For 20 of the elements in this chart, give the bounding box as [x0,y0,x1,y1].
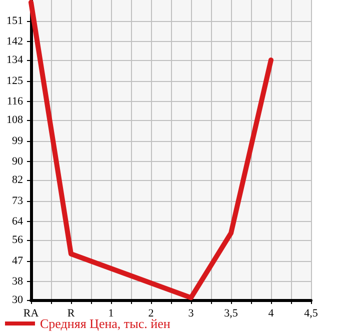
y-tick-label: 82 [12,174,23,186]
y-tick-label: 73 [12,194,24,207]
x-tick-label: 4 [268,308,274,320]
x-tick-label: RA [23,308,39,320]
y-tick-label: 56 [12,234,24,246]
y-tick-label: 47 [12,254,24,267]
x-tick-label: 3 [188,308,194,320]
y-tick-label: 125 [6,74,24,87]
y-tick-label: 90 [12,156,24,168]
y-tick-label: 108 [6,114,24,126]
y-tick-label: 30 [12,294,24,306]
y-tick-label: 134 [6,54,24,66]
y-tick-label: 38 [12,276,24,288]
y-tick-label: 151 [6,14,23,27]
y-tick-label: 142 [6,36,23,48]
y-tick-label: 64 [12,216,24,228]
x-tick-label: 3,5 [224,308,238,320]
y-tick-label: 116 [6,96,24,108]
y-tick-label: 99 [12,134,24,147]
x-tick-label: 4,5 [304,308,318,320]
